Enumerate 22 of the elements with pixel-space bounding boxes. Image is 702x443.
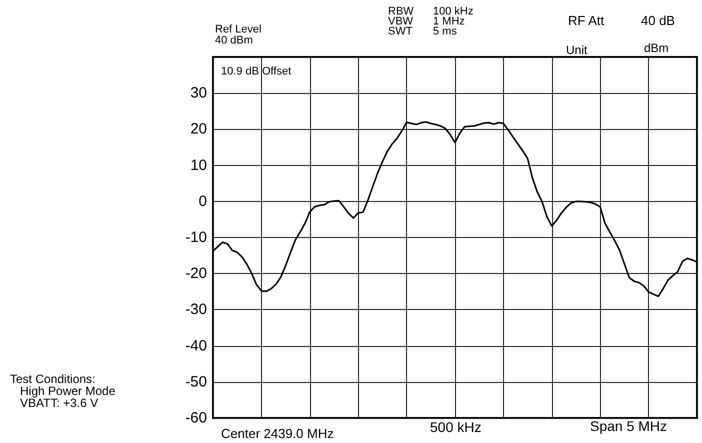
text: dBm (644, 41, 669, 55)
y-tick-label: 10 (190, 156, 207, 174)
y-tick-label: -20 (185, 265, 207, 282)
y-tick-label: -10 (185, 229, 207, 246)
text: Ref Level 40 dBm (215, 24, 262, 46)
y-tick-label: -60 (185, 410, 207, 426)
y-tick-label: -50 (185, 373, 207, 390)
y-tick-label: 20 (190, 120, 207, 138)
y-tick-label: 30 (190, 84, 207, 102)
y-tick-label: -40 (185, 337, 207, 354)
text: Center 2439.0 MHz (221, 426, 334, 441)
annotation: Span 5 MHz (590, 418, 668, 434)
text: 100 kHz 1 MHz 5 ms (433, 6, 474, 38)
text: Unit (566, 43, 588, 57)
text: 40 dB (641, 13, 675, 28)
y-tick-label: -30 (185, 301, 207, 318)
text: Test Conditions: High Power Mode VBATT: +3.6 V (10, 372, 116, 410)
text: RBW VBW SWT (388, 6, 414, 38)
y-tick-label: 0 (198, 192, 207, 210)
text: RF Att (568, 13, 605, 28)
annotation: 10.9 dB Offset (221, 66, 292, 78)
text: 500 kHz (430, 419, 482, 435)
